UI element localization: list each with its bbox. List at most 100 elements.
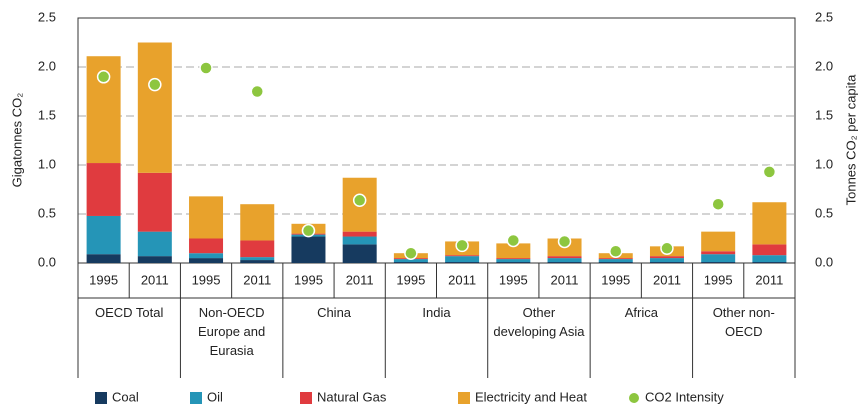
- legend-swatch: [629, 393, 639, 403]
- bar-segment: [649, 256, 684, 259]
- x-tick-label: 2011: [141, 272, 169, 287]
- intensity-point: [557, 234, 572, 249]
- intensity-point: [506, 233, 521, 248]
- bar-segment: [752, 202, 787, 245]
- bar-segment: [189, 253, 224, 259]
- x-tick-label: 1995: [601, 272, 630, 287]
- intensity-point: [250, 84, 264, 99]
- bar-segment: [547, 258, 582, 263]
- bar-segment: [86, 163, 121, 216]
- bar-segment: [752, 255, 787, 263]
- bar-segment: [649, 258, 684, 263]
- y-tick-label: 1.0: [38, 156, 56, 171]
- bar-segment: [598, 262, 633, 263]
- y-tick-label: 0.5: [38, 205, 56, 220]
- bar-segment: [649, 262, 684, 263]
- intensity-point: [352, 193, 367, 208]
- bar-segment: [445, 256, 480, 263]
- legend-label: Electricity and Heat: [475, 389, 587, 404]
- intensity-point: [404, 246, 418, 260]
- bar-segment: [598, 258, 633, 260]
- legend-label: CO2 Intensity: [645, 389, 724, 404]
- bar-segment: [137, 42, 172, 173]
- x-tick-label: 1995: [499, 272, 528, 287]
- x-tick-label: 1995: [89, 272, 118, 287]
- bar-segment: [342, 244, 377, 263]
- intensity-point: [455, 238, 469, 253]
- plot-frame: [77, 17, 796, 264]
- x-tick-label: 2011: [243, 272, 271, 287]
- bar-segment: [137, 256, 172, 263]
- y2-tick-label: 0.0: [815, 254, 833, 269]
- bar-segment: [189, 196, 224, 239]
- bar-segment: [86, 254, 121, 263]
- legend-label: Coal: [112, 389, 139, 404]
- intensity-point: [301, 223, 316, 238]
- legend-swatch: [95, 392, 107, 404]
- bar-segment: [496, 262, 531, 263]
- intensity-point: [609, 244, 623, 258]
- bar-segment: [342, 236, 377, 245]
- bar-segment: [137, 231, 172, 257]
- bar-segment: [547, 262, 582, 263]
- bar-segment: [752, 262, 787, 263]
- group-label: Africa: [624, 305, 658, 320]
- y-axis-label: Gigatonnes CO₂: [9, 93, 24, 188]
- bar-segment: [496, 259, 531, 263]
- y-tick-label: 0.0: [38, 254, 56, 269]
- bar-segment: [240, 260, 275, 263]
- y-tick-label: 2.5: [38, 9, 56, 24]
- bar-segment: [547, 256, 582, 259]
- x-tick-label: 2011: [448, 272, 476, 287]
- y2-tick-label: 2.5: [815, 9, 833, 24]
- group-label: Non-OECD Europe and Eurasia: [198, 305, 266, 358]
- intensity-point: [199, 61, 213, 75]
- x-tick-label: 1995: [294, 272, 323, 287]
- x-tick-label: 1995: [192, 272, 221, 287]
- bar-segment: [137, 172, 172, 232]
- bar-segment: [445, 262, 480, 263]
- bar-segment: [598, 259, 633, 263]
- x-tick-label: 1995: [396, 272, 425, 287]
- y2-tick-label: 0.5: [815, 205, 833, 220]
- group-label: India: [422, 305, 451, 320]
- intensity-point: [660, 241, 674, 256]
- intensity-point: [148, 77, 162, 92]
- bar-segment: [701, 251, 736, 255]
- y2-tick-label: 1.5: [815, 107, 833, 122]
- bar-segment: [240, 240, 275, 258]
- x-tick-label: 2011: [653, 272, 681, 287]
- intensity-point: [711, 197, 725, 211]
- legend-swatch: [458, 392, 470, 404]
- bar-segment: [240, 204, 275, 241]
- bar-segment: [496, 258, 531, 260]
- bar-segment: [86, 215, 121, 255]
- y2-axis-label: Tonnes CO₂ per capita: [843, 74, 858, 206]
- bar-segment: [291, 236, 326, 263]
- bar-segment: [752, 244, 787, 256]
- bar-segment: [701, 254, 736, 263]
- group-label: Other non-OECD: [712, 305, 775, 339]
- bar-segment: [189, 258, 224, 263]
- bar-segment: [701, 231, 736, 252]
- intensity-point: [96, 70, 111, 84]
- legend-label: Natural Gas: [317, 389, 387, 404]
- y-tick-label: 1.5: [38, 107, 56, 122]
- group-label: Other developing Asia: [493, 305, 585, 339]
- legend-swatch: [300, 392, 312, 404]
- bar-segment: [701, 262, 736, 263]
- group-label: OECD Total: [95, 305, 164, 320]
- group-label: China: [317, 305, 352, 320]
- bar-segment: [189, 238, 224, 254]
- bar-segment: [445, 255, 480, 257]
- legend-label: Oil: [207, 389, 223, 404]
- x-tick-label: 2011: [346, 272, 374, 287]
- x-tick-label: 2011: [755, 272, 783, 287]
- x-tick-label: 2011: [551, 272, 579, 287]
- legend-swatch: [190, 392, 202, 404]
- bar-segment: [393, 259, 428, 263]
- intensity-point: [762, 165, 777, 179]
- y2-tick-label: 1.0: [815, 156, 833, 171]
